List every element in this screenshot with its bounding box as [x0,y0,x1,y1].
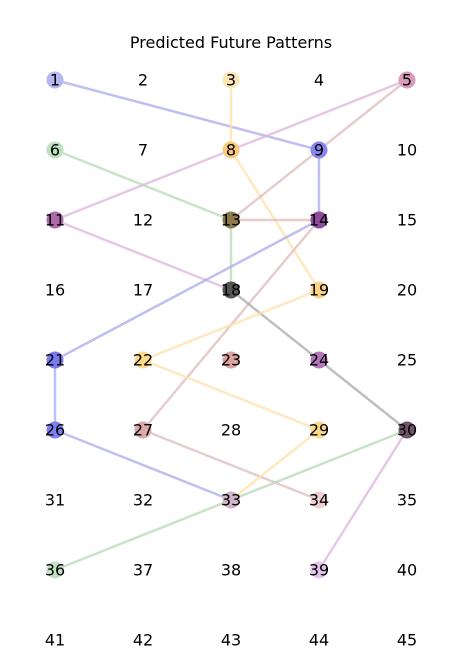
node-label-35: 35 [397,491,417,510]
node-marker-23 [222,351,240,369]
node-label-5: 5 [402,71,412,90]
node-label-36: 36 [45,561,65,580]
node-label-18: 18 [221,281,241,300]
node-label-10: 10 [397,141,417,160]
node-label-28: 28 [221,421,241,440]
node-label-2: 2 [138,71,148,90]
node-marker-1 [46,71,64,89]
node-label-25: 25 [397,351,417,370]
node-label-26: 26 [45,421,65,440]
node-label-13: 13 [221,211,241,230]
node-label-22: 22 [133,351,153,370]
node-label-24: 24 [309,351,329,370]
node-label-14: 14 [309,211,329,230]
node-marker-33 [222,491,240,509]
node-label-11: 11 [45,211,65,230]
node-label-33: 33 [221,491,241,510]
node-label-17: 17 [133,281,153,300]
edge-29-33 [230,429,320,501]
node-layer [46,71,416,579]
node-label-41: 41 [45,631,65,650]
node-label-34: 34 [309,491,329,510]
node-label-12: 12 [133,211,153,230]
edge-6-13 [54,148,232,222]
node-label-7: 7 [138,141,148,160]
node-marker-36 [46,561,64,579]
edge-14-21 [54,218,320,362]
node-label-45: 45 [397,631,417,650]
node-label-40: 40 [397,561,417,580]
node-label-31: 31 [45,491,65,510]
node-marker-22 [134,351,152,369]
node-label-21: 21 [45,351,65,370]
node-marker-30 [398,421,416,439]
edge-30-39 [317,429,409,571]
node-label-37: 37 [133,561,153,580]
node-marker-34 [310,491,328,509]
node-marker-13 [222,211,240,229]
node-marker-14 [310,211,328,229]
node-label-19: 19 [309,281,329,300]
node-marker-27 [134,421,152,439]
node-label-42: 42 [133,631,153,650]
node-label-39: 39 [309,561,329,580]
diagram-title: Predicted Future Patterns [130,33,332,52]
edge-27-34 [142,428,320,502]
node-marker-24 [310,351,328,369]
node-marker-6 [46,141,64,159]
node-marker-26 [46,421,64,439]
edge-1-9 [54,78,320,152]
node-marker-9 [310,141,328,159]
node-marker-39 [310,561,328,579]
node-label-16: 16 [45,281,65,300]
node-marker-5 [398,71,416,89]
edge-26-33 [54,428,232,502]
node-label-43: 43 [221,631,241,650]
node-label-3: 3 [226,71,236,90]
node-marker-18 [222,281,240,299]
node-label-6: 6 [50,141,60,160]
node-label-23: 23 [221,351,241,370]
node-label-27: 27 [133,421,153,440]
node-label-32: 32 [133,491,153,510]
node-marker-19 [310,281,328,299]
node-label-15: 15 [397,211,417,230]
node-marker-21 [46,351,64,369]
node-label-1: 1 [50,71,60,90]
node-label-8: 8 [226,141,236,160]
node-label-44: 44 [309,631,329,650]
node-label-30: 30 [397,421,417,440]
node-marker-11 [46,211,64,229]
node-label-38: 38 [221,561,241,580]
node-label-29: 29 [309,421,329,440]
node-label-4: 4 [314,71,324,90]
edge-11-18 [54,218,232,292]
node-label-9: 9 [314,141,324,160]
edge-19-22 [142,288,320,362]
node-marker-8 [222,141,240,159]
node-label-20: 20 [397,281,417,300]
node-marker-3 [222,71,240,89]
node-marker-29 [310,421,328,439]
edge-22-29 [142,358,320,432]
